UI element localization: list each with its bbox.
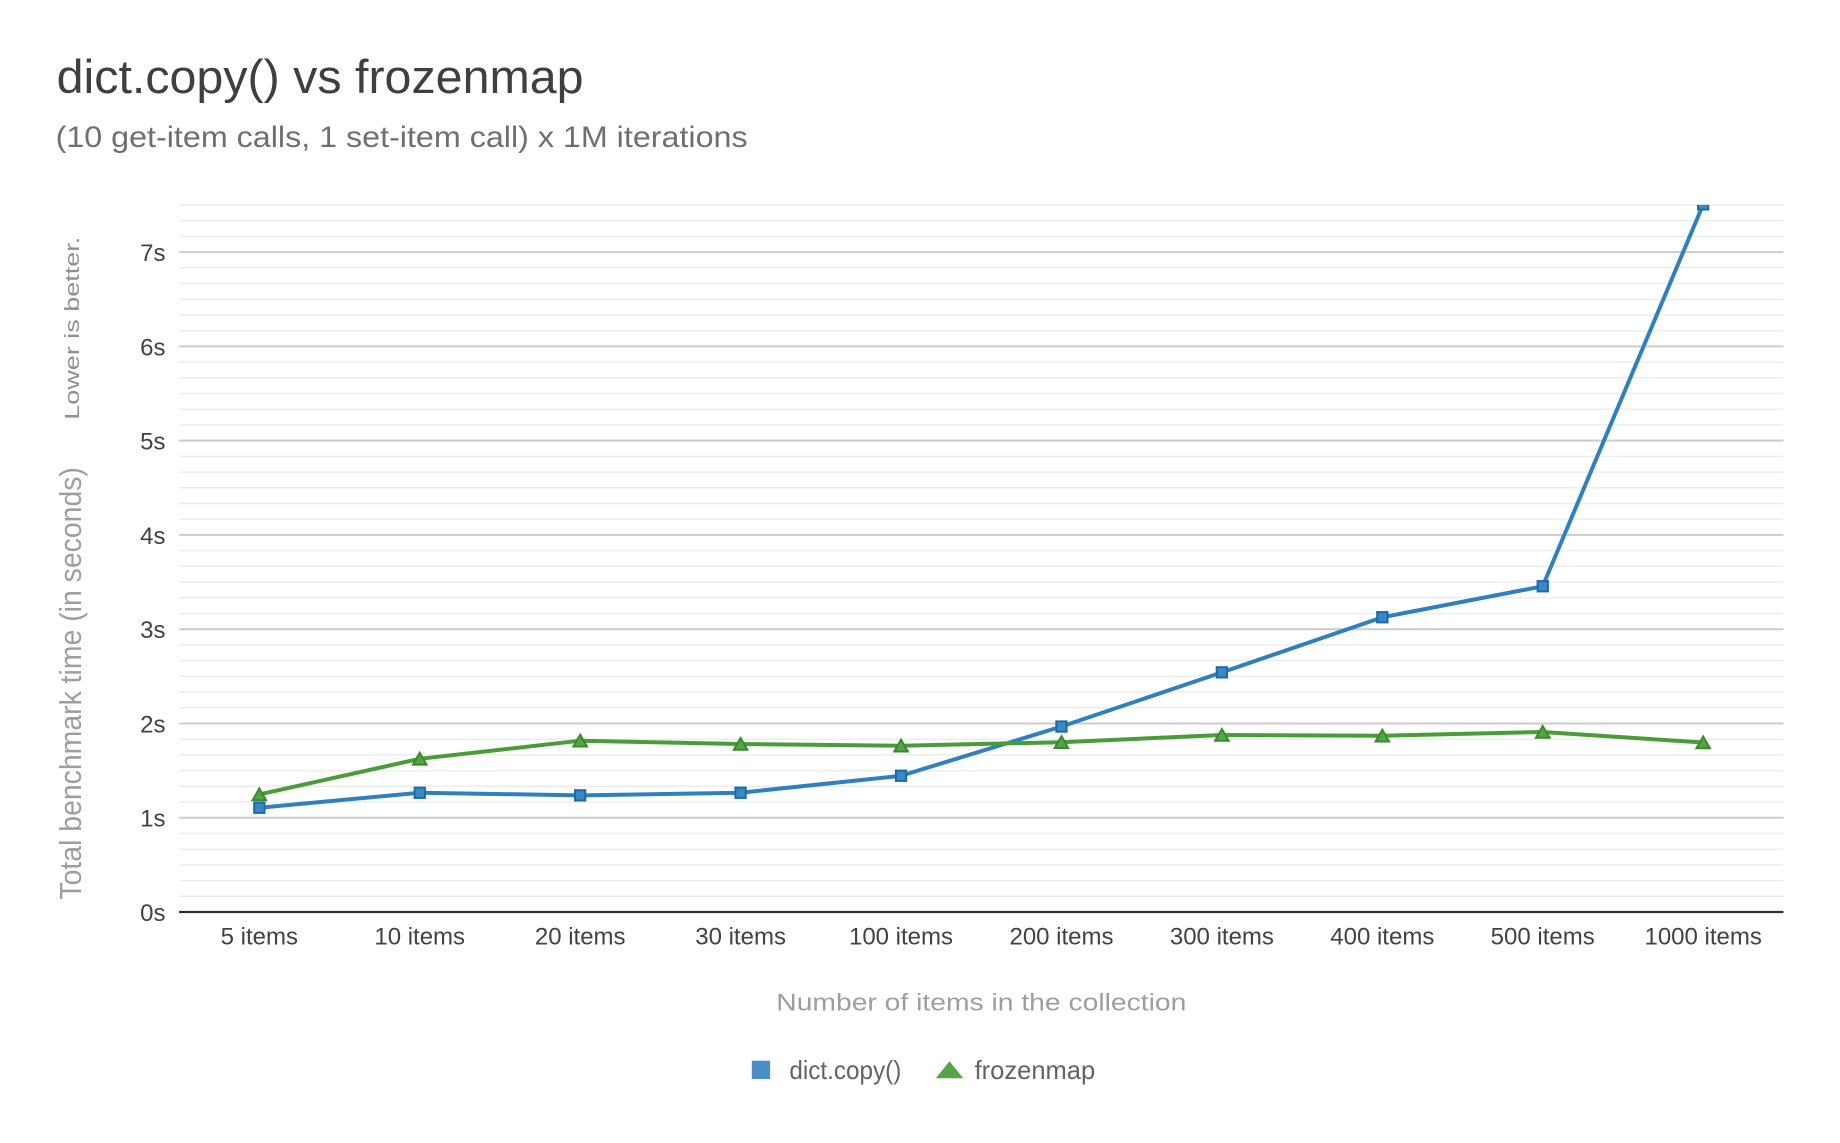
svg-text:0s: 0s (140, 900, 165, 927)
svg-text:(10 get-item calls, 1 set-item: (10 get-item calls, 1 set-item call) x 1… (56, 121, 748, 154)
svg-text:5 items: 5 items (221, 923, 298, 950)
svg-text:200 items: 200 items (1009, 923, 1113, 950)
svg-text:4s: 4s (140, 523, 165, 550)
svg-text:5s: 5s (140, 429, 165, 456)
svg-text:1000 items: 1000 items (1644, 923, 1761, 950)
svg-text:frozenmap: frozenmap (975, 1055, 1096, 1085)
svg-text:20 items: 20 items (535, 923, 626, 950)
svg-text:30 items: 30 items (695, 923, 786, 950)
svg-text:100 items: 100 items (849, 923, 953, 950)
svg-text:Lower is better.: Lower is better. (62, 237, 84, 420)
svg-text:2s: 2s (140, 712, 165, 739)
svg-text:dict.copy(): dict.copy() (789, 1055, 901, 1085)
svg-text:400 items: 400 items (1330, 923, 1434, 950)
svg-text:Total benchmark time (in secon: Total benchmark time (in seconds) (53, 467, 88, 900)
svg-text:7s: 7s (140, 240, 165, 267)
svg-text:1s: 1s (140, 806, 165, 833)
svg-text:3s: 3s (140, 617, 165, 644)
svg-text:Number of items in the collect: Number of items in the collection (776, 989, 1186, 1016)
svg-text:10 items: 10 items (374, 923, 465, 950)
svg-text:6s: 6s (140, 334, 165, 361)
svg-text:500 items: 500 items (1491, 923, 1595, 950)
svg-text:dict.copy() vs frozenmap: dict.copy() vs frozenmap (57, 50, 584, 103)
svg-text:300 items: 300 items (1170, 923, 1274, 950)
